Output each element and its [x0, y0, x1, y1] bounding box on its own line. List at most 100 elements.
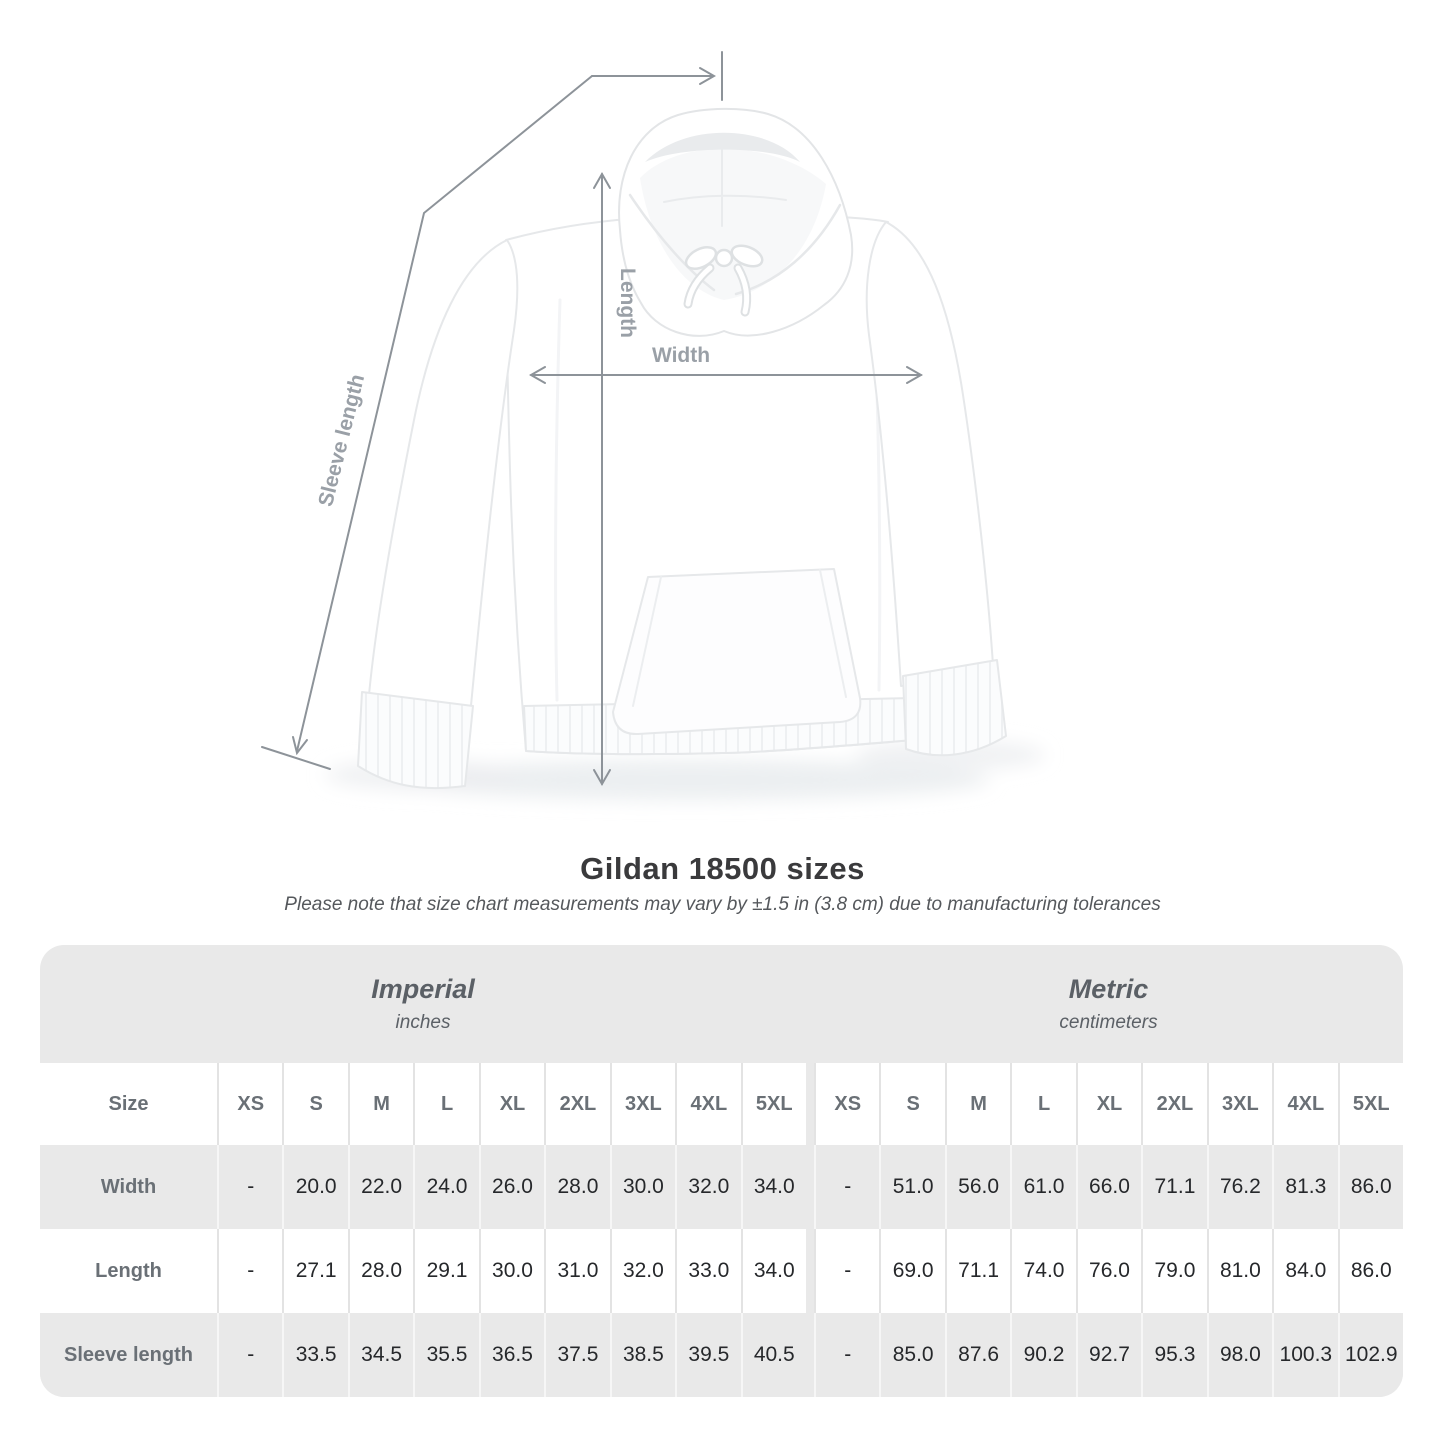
sleeve-length-line [261, 51, 723, 770]
cell: 84.0 [1272, 1229, 1338, 1313]
metric-unit: centimeters [1059, 1012, 1158, 1033]
col-header: L [1010, 1063, 1076, 1145]
col-header: L [413, 1063, 479, 1145]
cell: 34.5 [347, 1313, 414, 1397]
col-header: S [879, 1063, 945, 1145]
hoodie-left-sleeve [368, 239, 519, 717]
metric-group-header: Metric centimeters [814, 945, 1403, 1063]
col-header: 5XL [740, 1063, 806, 1145]
cell: 51.0 [879, 1145, 945, 1229]
page-title: Gildan 18500 sizes [580, 851, 865, 886]
cell: 102.9 [1337, 1313, 1403, 1397]
row-label: Sleeve length [40, 1313, 217, 1397]
cell: 32.0 [675, 1145, 741, 1229]
cell: 30.0 [478, 1229, 545, 1313]
cell: 86.0 [1337, 1145, 1403, 1229]
col-header: 2XL [544, 1063, 610, 1145]
cell: - [813, 1313, 880, 1397]
imperial-unit: inches [395, 1012, 451, 1033]
cell: - [217, 1313, 283, 1397]
hoodie-illustration [357, 107, 1007, 790]
col-header: 4XL [675, 1063, 741, 1145]
col-header: XL [478, 1063, 545, 1145]
sleeve-length-label: Sleeve length [314, 372, 369, 509]
cell: - [813, 1145, 880, 1229]
col-header: M [347, 1063, 414, 1145]
row-label: Width [40, 1145, 217, 1229]
cell: 32.0 [609, 1229, 676, 1313]
col-header: XL [1075, 1063, 1142, 1145]
col-header: M [944, 1063, 1011, 1145]
col-header: 3XL [609, 1063, 676, 1145]
length-label: Length [616, 268, 639, 338]
cell: 95.3 [1141, 1313, 1207, 1397]
cell: 40.5 [740, 1313, 806, 1397]
cell: 81.0 [1206, 1229, 1273, 1313]
cell: 87.6 [944, 1313, 1011, 1397]
page-subtitle: Please note that size chart measurements… [284, 894, 1161, 915]
cell: - [217, 1229, 283, 1313]
cell: 76.0 [1075, 1229, 1142, 1313]
cell: 34.0 [740, 1145, 806, 1229]
cell: - [813, 1229, 880, 1313]
cell: 74.0 [1010, 1229, 1076, 1313]
imperial-label: Imperial [371, 974, 475, 1004]
cell: 28.0 [347, 1229, 414, 1313]
cell: 31.0 [544, 1229, 610, 1313]
col-header: 5XL [1337, 1063, 1403, 1145]
cell: 81.3 [1272, 1145, 1338, 1229]
cell: 27.1 [282, 1229, 348, 1313]
cell: 79.0 [1141, 1229, 1207, 1313]
cell: 71.1 [944, 1229, 1011, 1313]
col-header: XS [813, 1063, 880, 1145]
cell: 86.0 [1337, 1229, 1403, 1313]
cell: 71.1 [1141, 1145, 1207, 1229]
cell: 36.5 [478, 1313, 545, 1397]
hoodie-right-cuff [902, 659, 1007, 757]
cell: 33.0 [675, 1229, 741, 1313]
cell: 76.2 [1206, 1145, 1273, 1229]
cell: 69.0 [879, 1229, 945, 1313]
imperial-group-header: Imperial inches [40, 945, 806, 1063]
col-header: S [282, 1063, 348, 1145]
col-header: 4XL [1272, 1063, 1338, 1145]
cell: 39.5 [675, 1313, 741, 1397]
hoodie-pocket [612, 568, 862, 736]
cell: 90.2 [1010, 1313, 1076, 1397]
metric-label: Metric [1068, 974, 1149, 1004]
col-header-size: Size [40, 1063, 217, 1145]
unit-divider [805, 945, 814, 1397]
col-header: 3XL [1206, 1063, 1273, 1145]
cell: 66.0 [1075, 1145, 1142, 1229]
cell: 92.7 [1075, 1313, 1142, 1397]
row-label: Length [40, 1229, 217, 1313]
cell: 22.0 [347, 1145, 414, 1229]
hoodie-measurement-diagram: Length Width Sleeve length [261, 51, 1045, 800]
cell: 37.5 [544, 1313, 610, 1397]
cell: 56.0 [944, 1145, 1011, 1229]
size-table: Imperial inches Metric centimeters Size … [40, 945, 1403, 1397]
cell: 30.0 [609, 1145, 676, 1229]
cell: 100.3 [1272, 1313, 1338, 1397]
col-header: 2XL [1141, 1063, 1207, 1145]
hoodie-drawstrings [683, 244, 764, 317]
measurement-lines [261, 51, 924, 787]
cell: 38.5 [609, 1313, 676, 1397]
width-label: Width [652, 344, 710, 367]
cell: 29.1 [413, 1229, 479, 1313]
cell: 34.0 [740, 1229, 806, 1313]
cell: 61.0 [1010, 1145, 1076, 1229]
cell: - [217, 1145, 283, 1229]
cell: 20.0 [282, 1145, 348, 1229]
cell: 33.5 [282, 1313, 348, 1397]
cell: 98.0 [1206, 1313, 1273, 1397]
cell: 28.0 [544, 1145, 610, 1229]
col-header: XS [217, 1063, 283, 1145]
hoodie-left-cuff [357, 691, 474, 790]
cell: 85.0 [879, 1313, 945, 1397]
length-line [593, 171, 611, 787]
cell: 35.5 [413, 1313, 479, 1397]
width-line [528, 366, 924, 384]
cell: 26.0 [478, 1145, 545, 1229]
